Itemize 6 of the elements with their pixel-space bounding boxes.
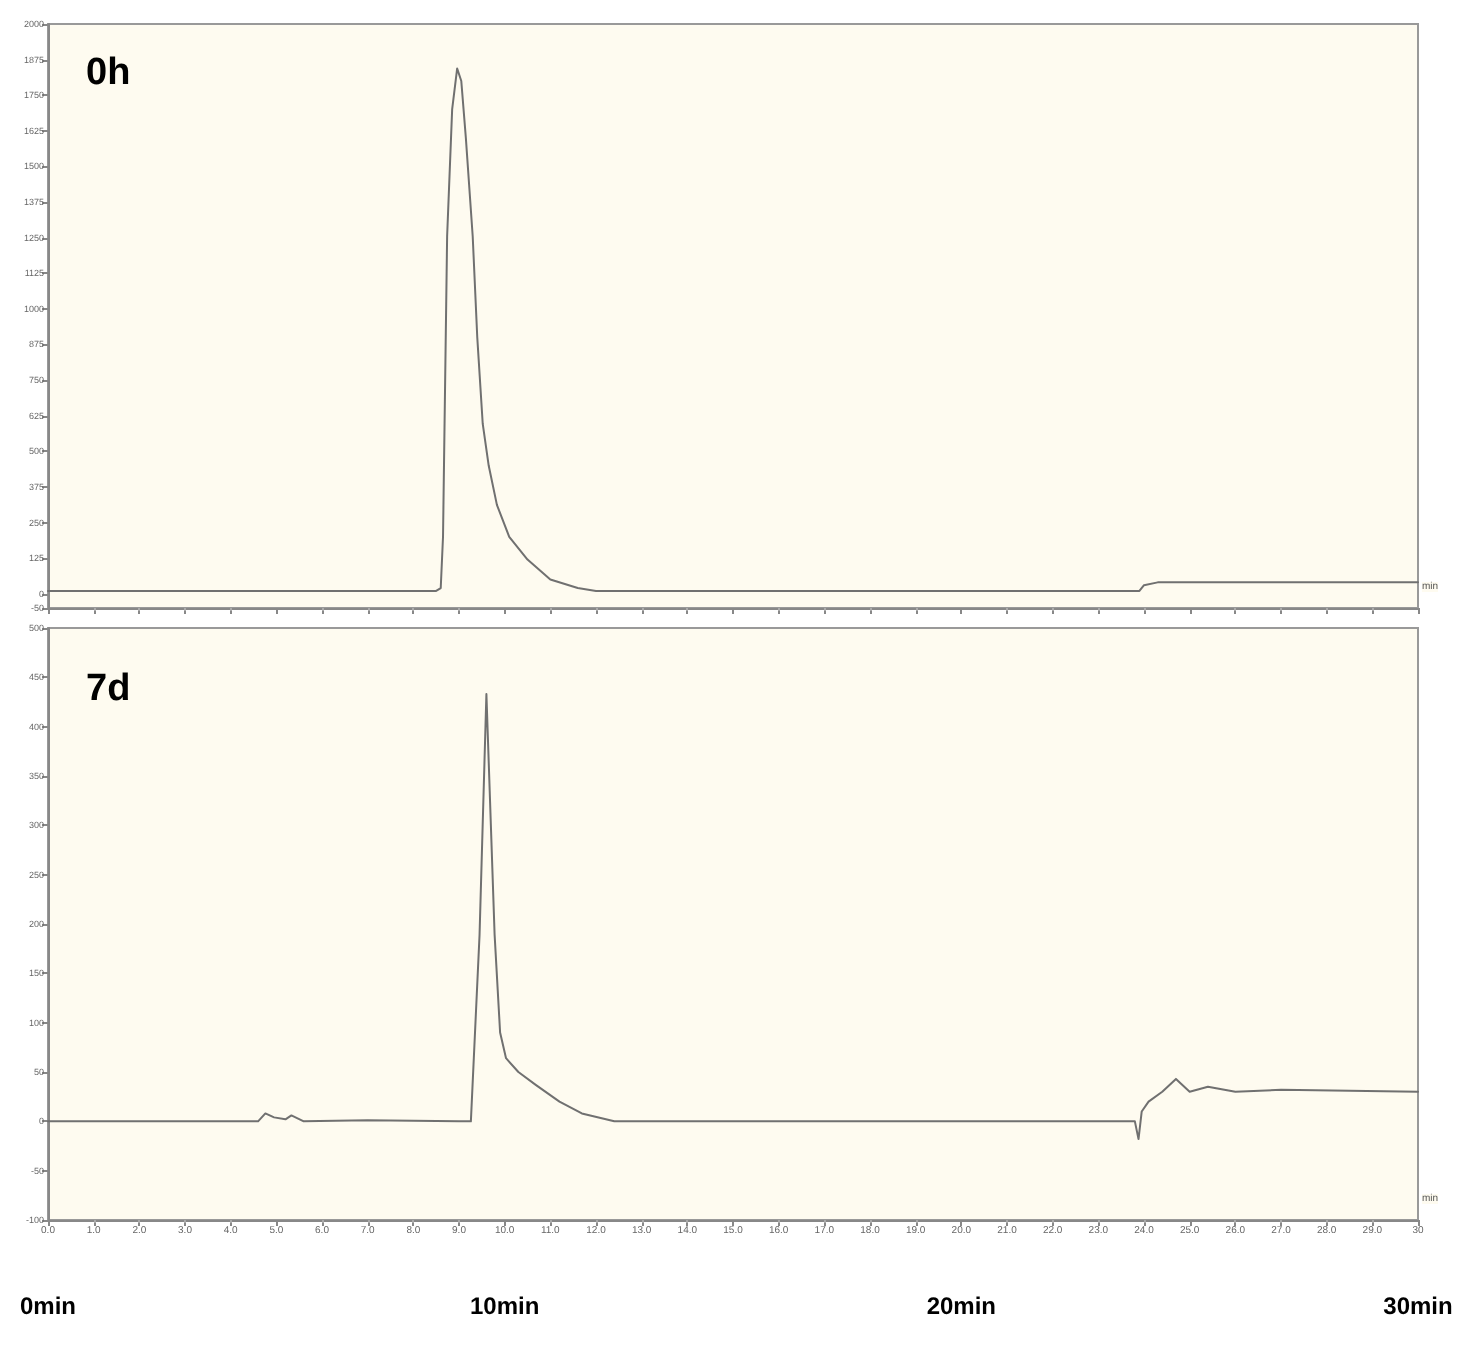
x2-tick-label: 30min — [1383, 1292, 1453, 1320]
text: 7d — [86, 668, 131, 710]
x2-tick-label: 10min — [469, 1292, 540, 1320]
text: 0h — [86, 52, 131, 94]
x2-tick-label: 20min — [926, 1292, 997, 1320]
x2-tick-label: 0min — [19, 1292, 77, 1320]
